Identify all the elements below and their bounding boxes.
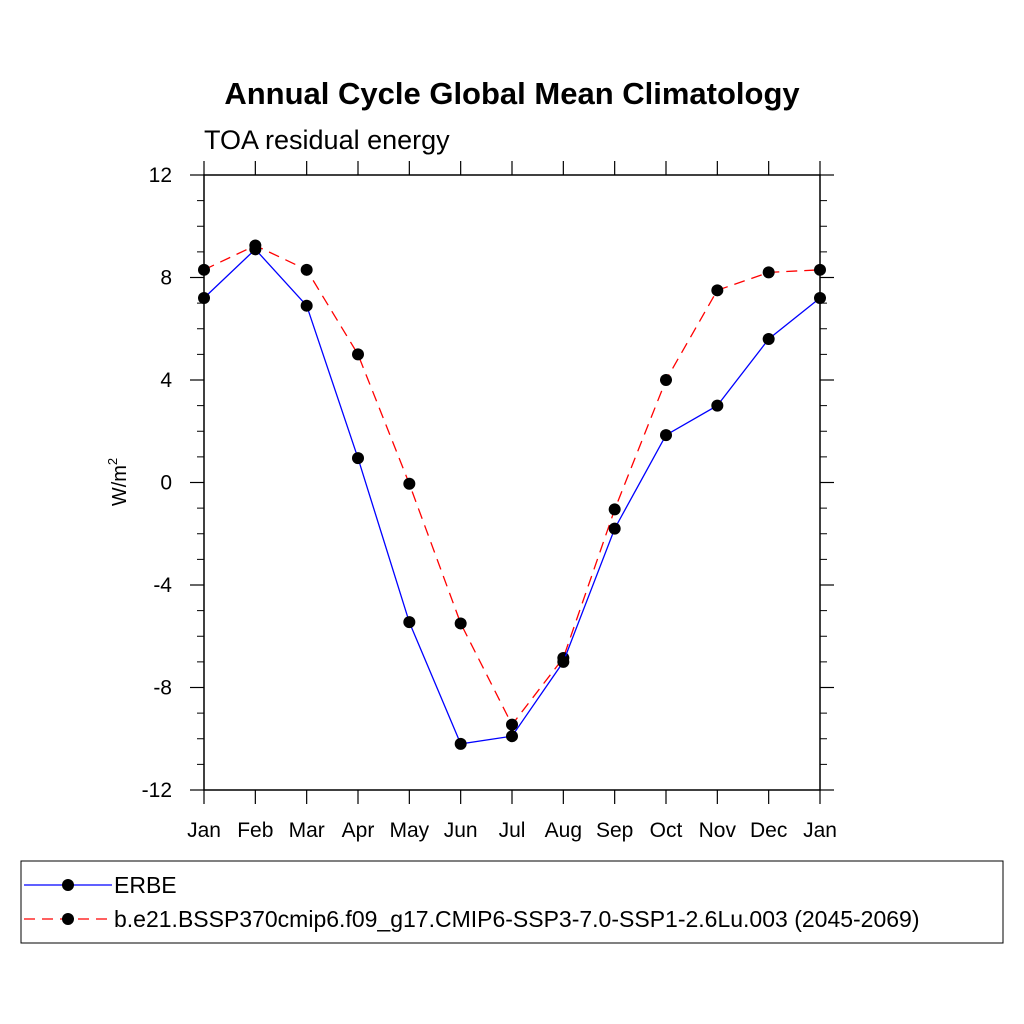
chart-subtitle: TOA residual energy [204,125,450,155]
y-axis-label: W/m2 [105,458,131,506]
y-tick-label: 8 [160,267,172,290]
legend-label-1: b.e21.BSSP370cmip6.f09_g17.CMIP6-SSP3-7.… [114,906,920,932]
series-point-1 [814,263,826,276]
legend-box [20,860,1004,944]
series-point-0 [249,243,262,256]
series-point-1 [403,477,416,490]
x-tick-label: May [389,819,429,842]
series-line-0 [203,248,821,745]
series-point-1 [198,263,210,276]
series-point-1 [352,348,364,361]
series-point-0 [814,292,826,304]
legend: ERBE b.e21.BSSP370cmip6.f09_g17.CMIP6-SSP… [24,872,920,932]
series-point-1 [762,266,775,279]
series-point-0 [608,522,621,535]
series-point-1 [711,284,724,297]
series-point-1 [300,263,313,276]
y-tick-label: -12 [142,779,172,802]
series-point-0 [352,452,364,465]
x-tick-label: Aug [545,819,582,842]
series-point-0 [660,429,672,442]
series-point-0 [454,737,467,750]
x-tick-label: Sep [596,819,633,842]
series-layer [198,239,826,750]
series-point-0 [557,655,570,668]
series-point-1 [660,374,672,386]
axis-ticks: -12 -8 -4 0 4 8 12 Jan Feb Mar Apr May Jun Jul Aug Sep O… [142,161,837,842]
y-tick-label: -4 [153,574,172,597]
y-tick-label: 12 [149,164,172,187]
series-point-1 [506,718,518,731]
series-point-1 [608,503,621,516]
y-tick-label: 0 [160,472,172,495]
y-axis-label-superscript: 2 [105,458,120,465]
x-tick-label: Nov [699,819,737,842]
x-tick-label: Oct [650,819,683,842]
legend-marker-1 [62,913,74,925]
y-tick-label: -8 [153,677,172,700]
legend-label-0: ERBE [114,872,177,898]
y-axis-label-unit: W/m [109,465,131,506]
x-tick-label: Apr [342,819,375,842]
series-point-0 [506,730,518,743]
x-tick-label: Jan [803,819,837,842]
legend-marker-0 [62,879,74,891]
x-tick-label: Jun [444,819,478,842]
x-tick-label: Jul [499,819,526,842]
plot-frame [203,174,821,791]
series-point-0 [762,333,775,345]
x-tick-label: Dec [750,819,787,842]
chart-title: Annual Cycle Global Mean Climatology [224,76,800,111]
x-tick-label: Mar [289,819,325,842]
y-tick-label: 4 [160,369,172,392]
x-tick-label: Feb [237,819,273,842]
series-point-0 [711,399,724,412]
series-point-0 [198,292,210,304]
series-point-0 [300,299,313,312]
series-point-1 [454,617,467,630]
series-point-0 [403,616,416,629]
series-line-1 [203,244,821,726]
x-tick-label: Jan [187,819,221,842]
